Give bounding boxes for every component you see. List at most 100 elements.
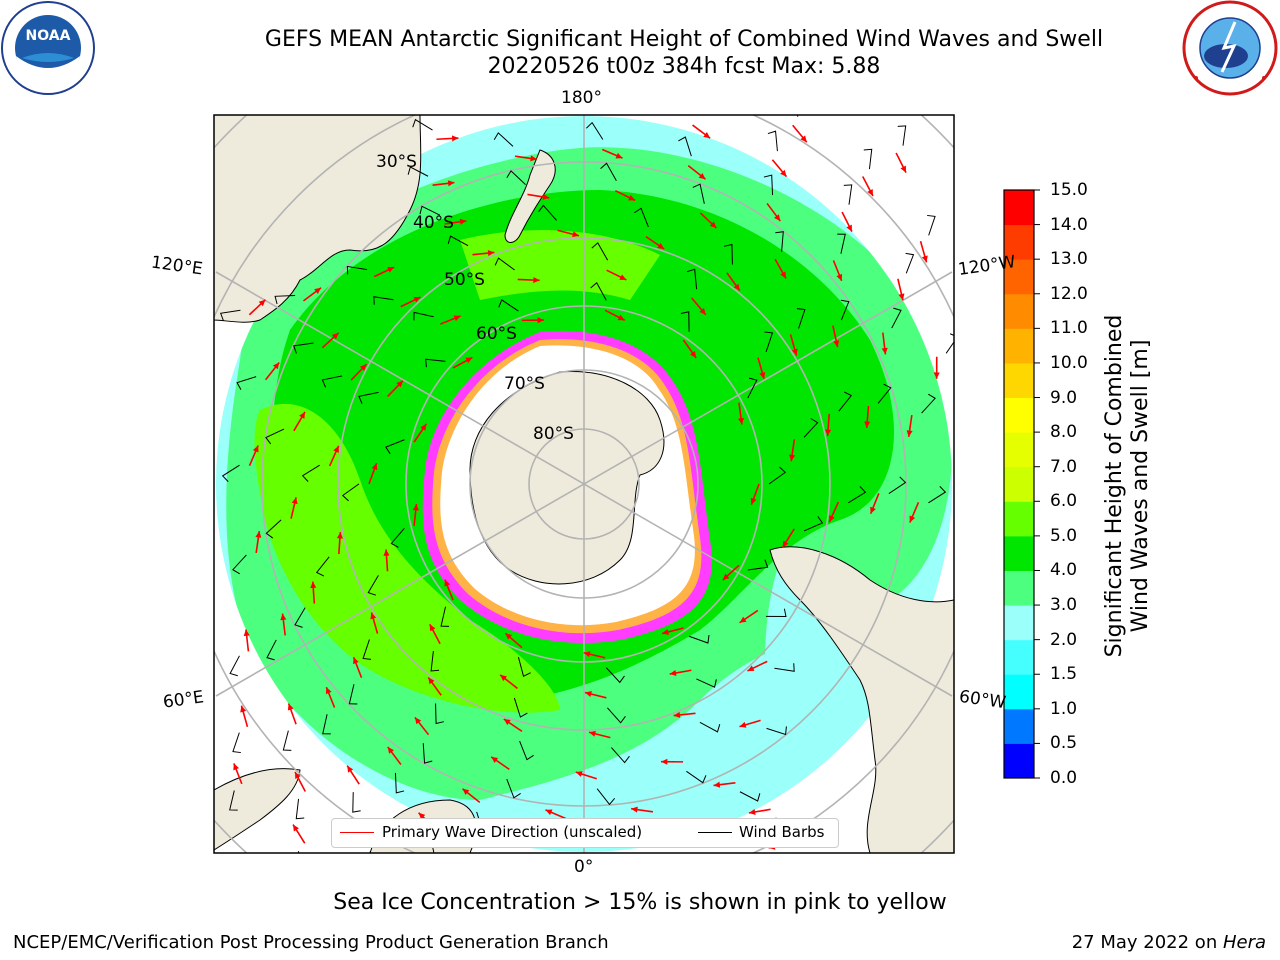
wind-barb bbox=[407, 166, 429, 177]
colorbar-tick-label: 0.5 bbox=[1050, 733, 1078, 754]
wave-arrow-head bbox=[447, 180, 455, 187]
wave-arrow-head bbox=[833, 340, 840, 348]
colorbar-tick-label: 4.0 bbox=[1050, 560, 1078, 581]
wave-arrow-head bbox=[537, 317, 544, 324]
wind-barb bbox=[797, 115, 799, 117]
colorbar-tick-label: 1.5 bbox=[1050, 664, 1078, 685]
wind-barb bbox=[506, 170, 526, 186]
wave-arrow-head bbox=[299, 411, 305, 419]
wind-barb bbox=[680, 311, 690, 332]
wave-arrow-head bbox=[738, 417, 745, 425]
wind-barb bbox=[352, 792, 361, 813]
wave-arrow-head bbox=[906, 430, 913, 437]
nws-logo bbox=[1182, 0, 1278, 96]
wind-barb bbox=[696, 678, 717, 688]
wind-barb bbox=[945, 333, 954, 354]
wind-barb bbox=[425, 358, 446, 368]
wave-arrow-head bbox=[453, 315, 461, 322]
wave-arrow-head bbox=[383, 549, 390, 556]
lat-label-30s: 30°S bbox=[376, 152, 417, 172]
wind-barb bbox=[221, 464, 240, 482]
wind-barb bbox=[686, 268, 698, 290]
colorbar-tick-label: 8.0 bbox=[1050, 422, 1078, 443]
wave-arrow-head bbox=[713, 781, 721, 788]
wind-barb bbox=[747, 377, 758, 399]
wave-arrow-head bbox=[465, 357, 473, 364]
wave-arrow-head bbox=[782, 540, 789, 548]
wind-barb bbox=[848, 486, 867, 504]
wind-barb bbox=[692, 183, 705, 204]
noaa-logo: NOAA bbox=[1, 1, 95, 95]
colorbar-tick-label: 9.0 bbox=[1050, 387, 1078, 408]
lon-label-180: 180° bbox=[561, 88, 602, 108]
colorbar-label-line2: Wind Waves and Swell [m] bbox=[1128, 339, 1153, 633]
lat-label-40s: 40°S bbox=[413, 213, 454, 233]
colorbar-swatch bbox=[1004, 432, 1034, 468]
colorbar-swatch bbox=[1004, 570, 1034, 606]
wind-barb bbox=[265, 519, 282, 539]
wind-barb bbox=[928, 486, 947, 504]
wind-barb bbox=[921, 393, 936, 414]
new-zealand bbox=[504, 149, 556, 243]
wave-arrow-head bbox=[420, 423, 427, 431]
wind-barb bbox=[863, 148, 873, 170]
wave-arrow-head bbox=[243, 629, 250, 637]
wind-barb bbox=[229, 655, 240, 677]
wind-barb bbox=[538, 204, 557, 221]
wave-arrow-head bbox=[657, 242, 665, 249]
colorbar-tick-label: 1.0 bbox=[1050, 698, 1078, 719]
wave-arrow-head bbox=[585, 691, 592, 697]
wind-barb bbox=[764, 331, 774, 353]
wave-arrow-head bbox=[870, 506, 876, 514]
wave-arrow-head bbox=[699, 307, 706, 315]
wave-arrow-head bbox=[589, 730, 596, 737]
colorbar-swatch bbox=[1004, 397, 1034, 433]
wave-arrow-head bbox=[233, 763, 239, 771]
wave-arrow-head bbox=[280, 613, 287, 621]
wave-arrow-head bbox=[387, 267, 395, 273]
wind-barb bbox=[803, 418, 819, 438]
wind-barb bbox=[447, 235, 469, 247]
wave-arrow-head bbox=[673, 711, 681, 718]
wave-arrow-head bbox=[293, 824, 299, 832]
wave-arrow-head bbox=[825, 429, 832, 436]
wind-barb bbox=[301, 464, 320, 482]
wind-barb bbox=[747, 559, 769, 571]
wind-barb bbox=[362, 639, 372, 660]
wind-barb bbox=[795, 852, 797, 853]
wind-barb bbox=[699, 721, 721, 733]
wave-arrow-head bbox=[690, 351, 697, 358]
wave-arrow-head bbox=[545, 809, 553, 816]
wind-barb bbox=[634, 207, 649, 228]
wind-barb bbox=[294, 607, 306, 628]
wave-arrow-head bbox=[314, 287, 322, 294]
wave-arrow-head bbox=[530, 155, 537, 162]
wave-arrow-head bbox=[333, 445, 339, 453]
wind-barb bbox=[768, 466, 787, 485]
colorbar-tick-label: 14.0 bbox=[1050, 214, 1088, 235]
wind-barb bbox=[837, 233, 846, 254]
wave-arrow-head bbox=[336, 532, 343, 539]
wind-barb bbox=[295, 798, 305, 820]
wave-direction-arrows bbox=[233, 124, 940, 850]
wave-arrow-head bbox=[291, 497, 298, 505]
colorbar-swatch bbox=[1004, 535, 1034, 571]
wind-barb bbox=[596, 788, 616, 806]
wave-arrow-head bbox=[583, 651, 591, 658]
wind-barb bbox=[519, 740, 534, 761]
colorbar-swatch bbox=[1004, 674, 1034, 710]
wind-barb bbox=[600, 162, 617, 181]
lat-label-50s: 50°S bbox=[444, 270, 485, 290]
wind-barb bbox=[693, 852, 695, 853]
wave-arrow-head bbox=[533, 277, 540, 284]
wind-barb bbox=[315, 556, 330, 577]
wave-arrow-head bbox=[759, 371, 766, 379]
wave-arrow-head bbox=[846, 224, 852, 232]
colorbar-swatch bbox=[1004, 466, 1034, 502]
chart-subtitle: 20220526 t00z 384h fcst Max: 5.88 bbox=[487, 54, 881, 79]
wave-arrow-head bbox=[462, 788, 470, 796]
colorbar-label: Significant Height of Combined Wind Wave… bbox=[1102, 276, 1154, 696]
wind-barb bbox=[232, 554, 247, 575]
colorbar-tick-label: 2.0 bbox=[1050, 629, 1078, 650]
wave-arrow-head bbox=[829, 515, 835, 523]
